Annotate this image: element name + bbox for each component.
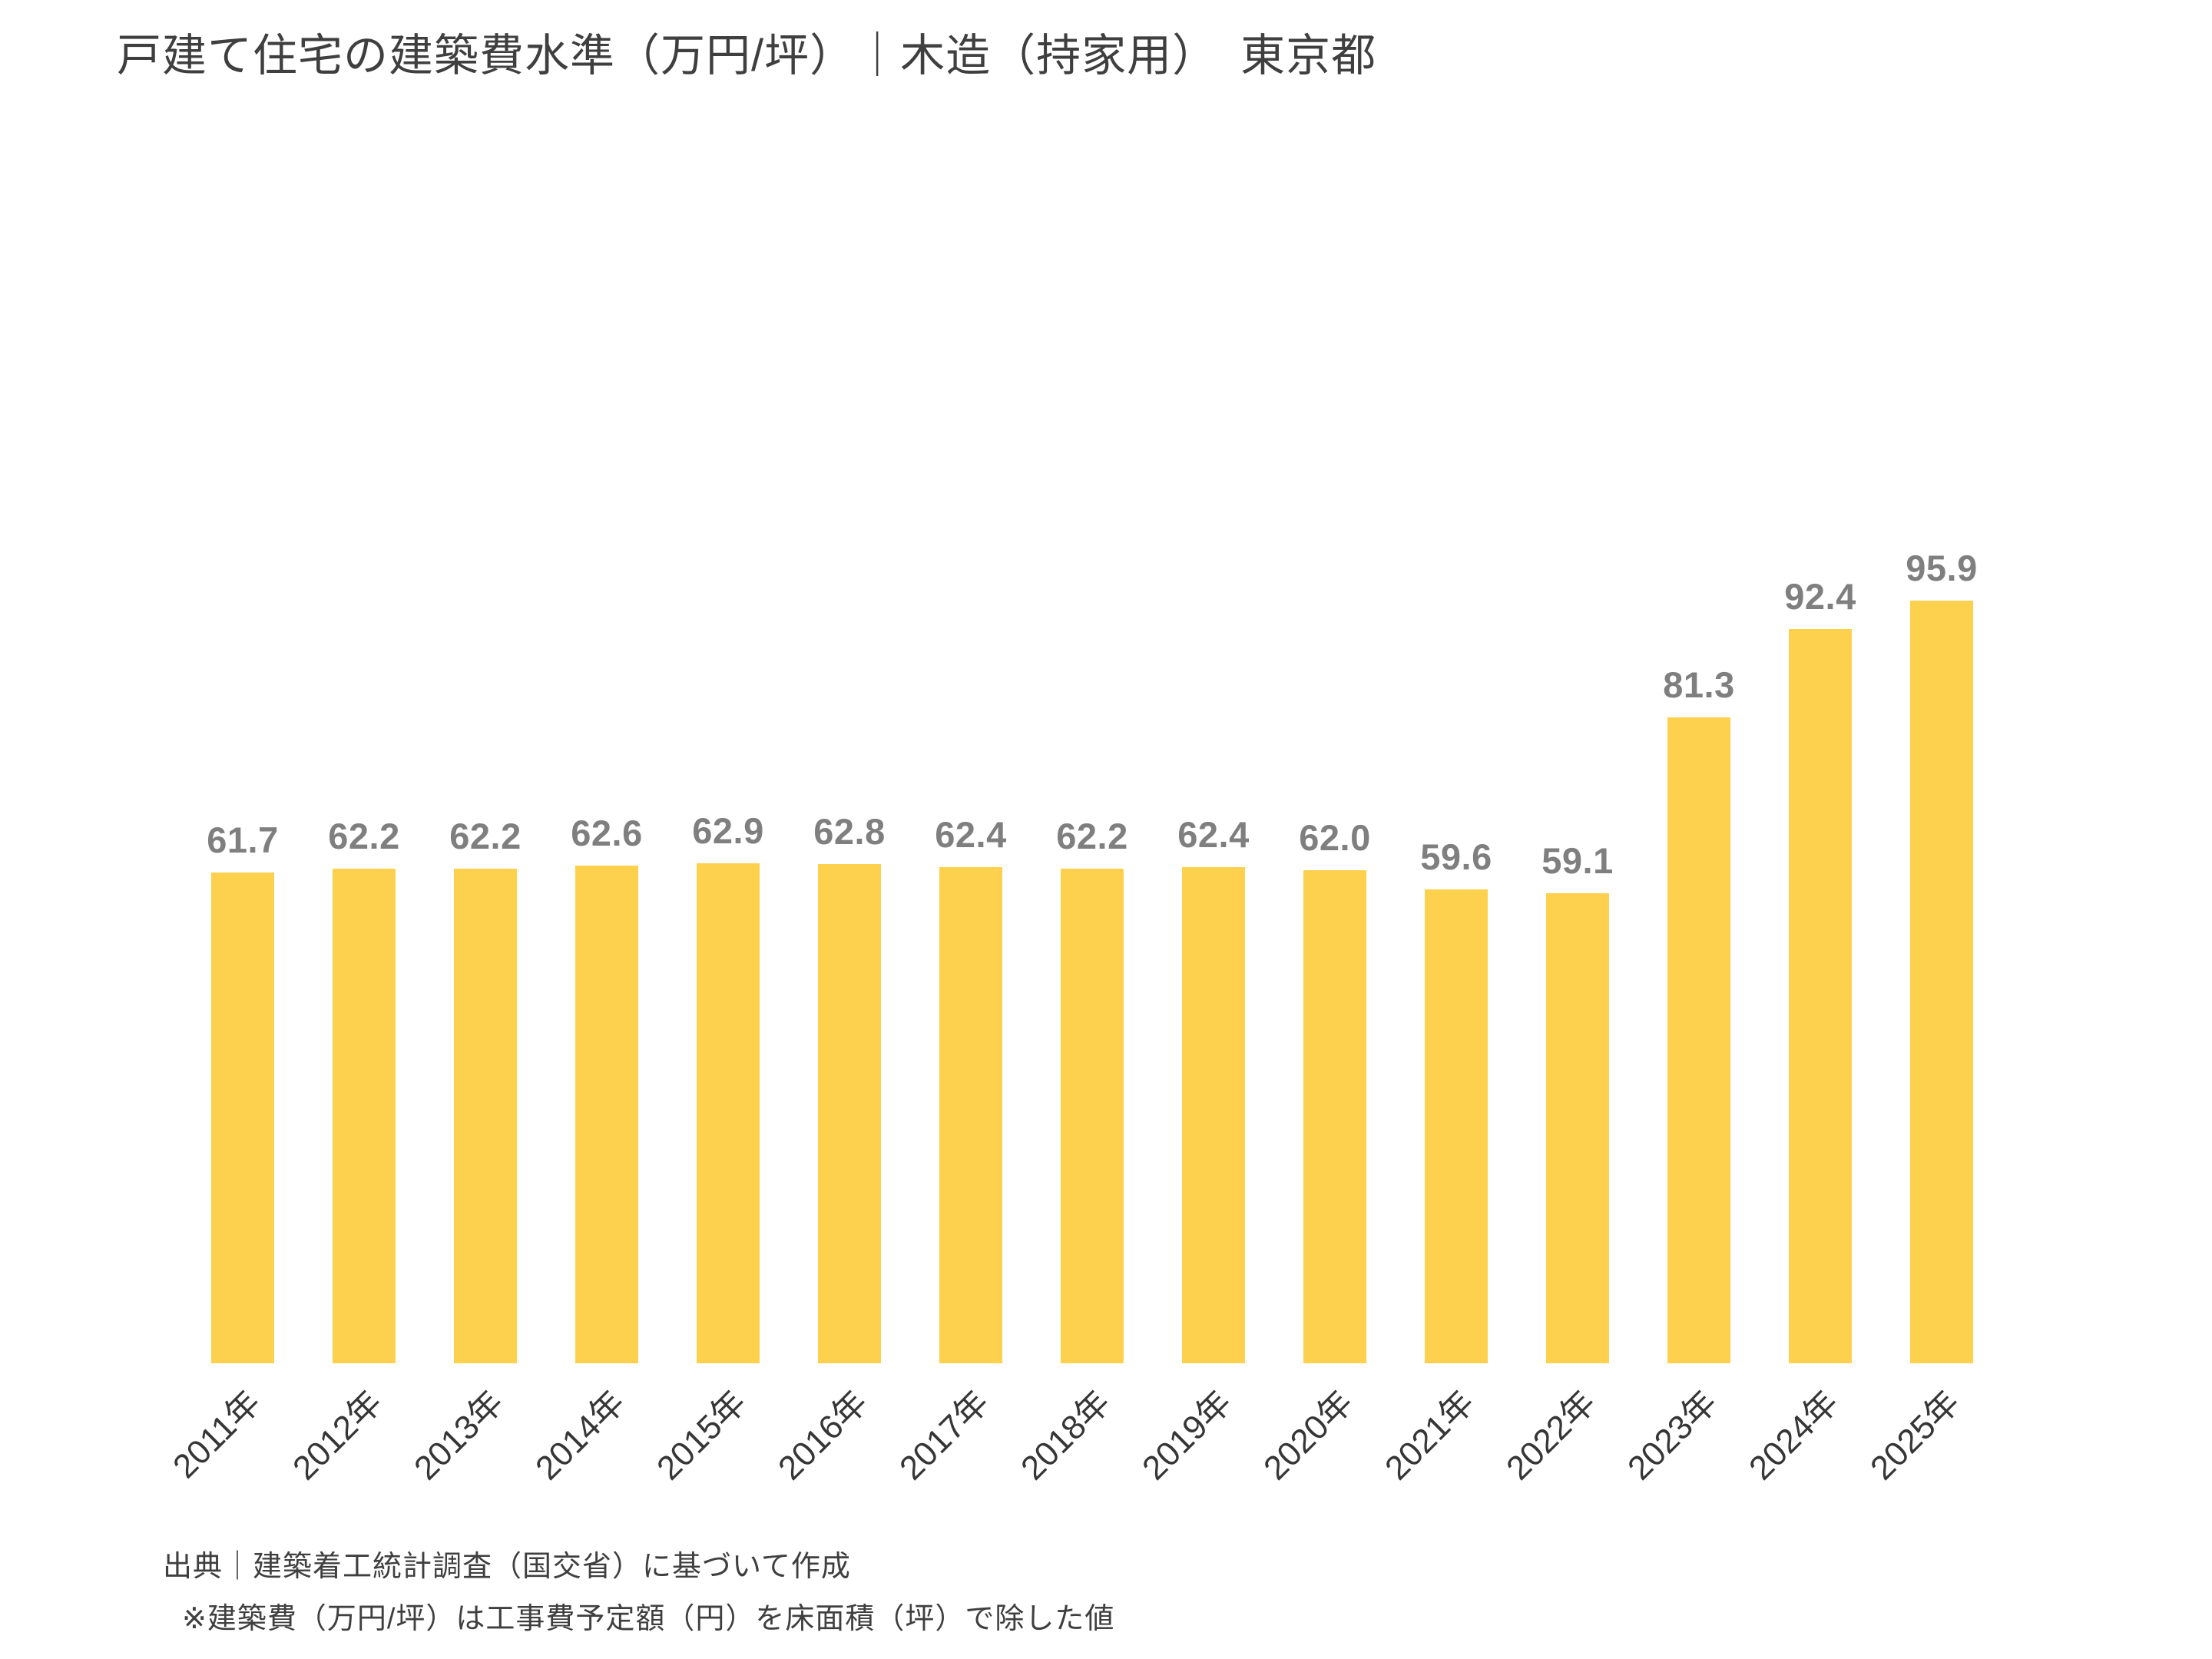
bar-value-label: 62.2 — [328, 816, 400, 856]
x-axis-label: 2019年 — [1135, 1383, 1240, 1488]
x-axis-label: 2020年 — [1257, 1383, 1361, 1488]
x-axis-label: 2013年 — [407, 1383, 512, 1488]
bar-value-label: 61.7 — [207, 820, 279, 860]
bar-value-label: 62.0 — [1299, 817, 1371, 858]
bar-value-label: 62.4 — [1177, 814, 1250, 855]
bar — [1789, 629, 1852, 1363]
bar-group: 92.4 — [1760, 530, 1881, 1363]
bar — [211, 873, 274, 1363]
bar — [818, 864, 881, 1363]
bar-group: 62.6 — [546, 530, 667, 1363]
chart-title: 戸建て住宅の建築費水準（万円/坪）｜木造（持家用） 東京都 — [117, 31, 1377, 81]
bar — [1303, 870, 1366, 1363]
x-axis-label: 2022年 — [1499, 1383, 1604, 1488]
source-note: 出典｜建築着工統計調査（国交省）に基づいて作成 — [163, 1551, 851, 1583]
bar-group: 59.1 — [1517, 530, 1638, 1363]
bar — [575, 866, 638, 1363]
x-axis-label: 2011年 — [166, 1383, 269, 1486]
x-axis-label: 2018年 — [1014, 1383, 1118, 1488]
bar — [1910, 601, 1973, 1363]
bar-group: 62.8 — [789, 530, 910, 1363]
bar-group: 59.6 — [1396, 530, 1517, 1363]
bar-group: 62.0 — [1274, 530, 1396, 1363]
bar-value-label: 92.4 — [1784, 576, 1856, 617]
bar-group: 81.3 — [1638, 530, 1760, 1363]
bar-group: 62.2 — [425, 530, 546, 1363]
bar — [1425, 889, 1488, 1363]
bar — [939, 867, 1002, 1363]
bar-value-label: 62.4 — [935, 814, 1007, 855]
x-axis-label: 2015年 — [650, 1383, 754, 1488]
bar — [1667, 717, 1730, 1363]
bar — [333, 869, 396, 1363]
bar-group: 61.7 — [182, 530, 303, 1363]
bar-value-label: 81.3 — [1663, 664, 1735, 705]
bar — [1182, 867, 1245, 1363]
bar-group: 62.4 — [910, 530, 1031, 1363]
x-axis-label: 2024年 — [1742, 1383, 1846, 1488]
bar-value-label: 62.2 — [1056, 816, 1128, 856]
bar-value-label: 62.6 — [571, 813, 643, 853]
x-axis-label: 2017年 — [892, 1383, 997, 1488]
x-axis-label: 2023年 — [1621, 1383, 1725, 1488]
bar-group: 62.2 — [1031, 530, 1153, 1363]
x-axis-label: 2025年 — [1863, 1383, 1968, 1488]
bar-group: 95.9 — [1881, 530, 2002, 1363]
bar-value-label: 62.9 — [692, 810, 764, 851]
bar-value-label: 59.1 — [1541, 840, 1614, 881]
bar-group: 62.4 — [1153, 530, 1274, 1363]
bar — [1546, 893, 1609, 1363]
bar-group: 62.9 — [667, 530, 789, 1363]
x-axis-label: 2014年 — [528, 1383, 633, 1488]
calculation-note: ※建築費（万円/坪）は工事費予定額（円）を床面積（坪）で除した値 — [182, 1603, 1115, 1635]
bar-value-label: 62.8 — [813, 811, 886, 852]
x-axis: 2011年 2012年 2013年 2014年 2015年 2016年 2017年 2018年… — [166, 1377, 2002, 1569]
bar-value-label: 59.6 — [1420, 836, 1492, 877]
bar-plot: 61.7 62.2 62.2 62.6 62.9 62.8 62.4 62.2 62.4 62.0… — [182, 530, 2002, 1363]
bar — [1061, 869, 1124, 1363]
bar — [454, 869, 517, 1363]
bar-value-label: 62.2 — [449, 816, 522, 856]
x-axis-label: 2012年 — [286, 1383, 390, 1488]
x-axis-label: 2021年 — [1378, 1383, 1482, 1488]
bar — [697, 863, 760, 1363]
bar-value-label: 95.9 — [1906, 548, 1978, 588]
x-axis-label: 2016年 — [771, 1383, 876, 1488]
bar-group: 62.2 — [303, 530, 425, 1363]
